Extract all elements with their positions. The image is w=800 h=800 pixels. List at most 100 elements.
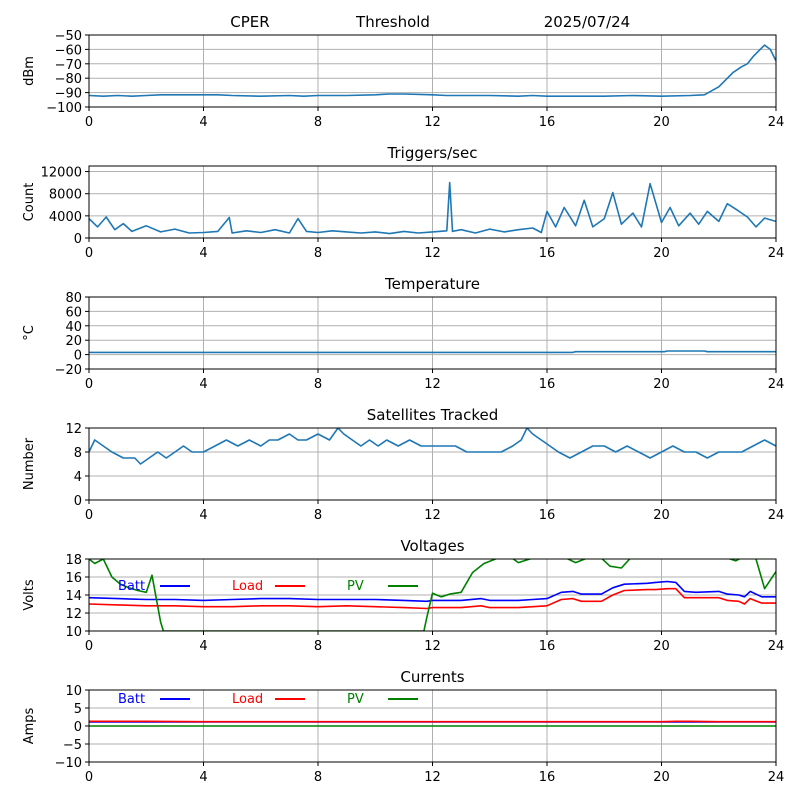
chart-panel-5: 0 4 8 12 16 20 24 −10 −5 0 5 10 Currents Amps Batt Load… — [22, 668, 784, 785]
y-tick-label: 10 — [65, 625, 82, 640]
y-tick-label: 10 — [65, 684, 82, 699]
y-tick-label: 20 — [65, 334, 82, 349]
series-line-batt — [89, 580, 776, 603]
y-tick-label: 16 — [65, 571, 82, 586]
x-tick-label: 16 — [539, 770, 556, 785]
y-tick-label: −70 — [55, 58, 82, 73]
x-tick-label: 4 — [199, 508, 207, 523]
x-tick-label: 24 — [768, 508, 785, 523]
chart-title: Triggers/sec — [387, 144, 478, 162]
y-axis-label: °C — [22, 325, 37, 341]
y-tick-label: −80 — [55, 72, 82, 87]
x-tick-label: 12 — [424, 639, 441, 654]
header-site: CPER — [230, 13, 269, 31]
y-tick-label: −100 — [46, 101, 82, 116]
x-tick-label: 24 — [768, 770, 785, 785]
header-date: 2025/07/24 — [544, 13, 630, 31]
y-tick-label: 18 — [65, 553, 82, 568]
x-tick-label: 16 — [539, 246, 556, 261]
legend-label-load: Load — [232, 579, 263, 594]
y-tick-label: 14 — [65, 589, 82, 604]
x-tick-label: 0 — [85, 377, 93, 392]
y-axis-label: dBm — [22, 56, 37, 86]
chart-panel-0: 0 4 8 12 16 20 24 −100−90−80−70−60−50 dBm — [22, 29, 784, 130]
x-tick-label: 12 — [424, 377, 441, 392]
x-tick-label: 4 — [199, 377, 207, 392]
chart-panel-4: 0 4 8 12 16 20 24 10 12 14 16 18 Voltages Volts Batt Lo… — [22, 537, 784, 654]
y-tick-label: 12 — [65, 422, 82, 437]
x-tick-label: 12 — [424, 115, 441, 130]
x-tick-label: 0 — [85, 770, 93, 785]
x-tick-label: 0 — [85, 115, 93, 130]
y-tick-label: 0 — [74, 494, 82, 509]
legend-label-batt: Batt — [118, 692, 145, 707]
y-tick-label: 12 — [65, 607, 82, 622]
x-tick-label: 8 — [314, 246, 322, 261]
y-tick-label: 5 — [74, 702, 82, 717]
series-line-0 — [89, 350, 776, 354]
y-tick-label: −10 — [55, 756, 82, 771]
x-tick-label: 8 — [314, 115, 322, 130]
x-tick-label: 4 — [199, 639, 207, 654]
y-tick-label: 0 — [74, 720, 82, 735]
x-tick-label: 24 — [768, 377, 785, 392]
y-tick-label: −50 — [55, 29, 82, 44]
legend-label-load: Load — [232, 692, 263, 707]
x-tick-label: 0 — [85, 639, 93, 654]
y-axis-label: Number — [22, 437, 37, 490]
x-tick-label: 12 — [424, 508, 441, 523]
x-tick-label: 20 — [653, 115, 670, 130]
x-tick-label: 8 — [314, 508, 322, 523]
chart-title: Currents — [400, 668, 464, 686]
series-line-0 — [89, 428, 776, 465]
x-tick-label: 8 — [314, 770, 322, 785]
x-tick-label: 16 — [539, 115, 556, 130]
x-tick-label: 24 — [768, 115, 785, 130]
chart-panel-1: 0 4 8 12 16 20 24 0 4000 8000 12000 Triggers/sec Cou… — [22, 144, 784, 261]
legend-label-batt: Batt — [118, 579, 145, 594]
y-tick-label: 12000 — [41, 166, 82, 181]
x-tick-label: 20 — [653, 246, 670, 261]
chart-title: Voltages — [400, 537, 464, 555]
series-line-0 — [89, 44, 776, 97]
x-tick-label: 20 — [653, 770, 670, 785]
y-tick-label: 40 — [65, 320, 82, 335]
y-axis-label: Amps — [22, 707, 37, 744]
y-tick-label: 8000 — [49, 188, 82, 203]
chart-panel-3: 0 4 8 12 16 20 24 0 4 8 12 Satellites Tracked Number — [22, 406, 784, 523]
x-tick-label: 0 — [85, 246, 93, 261]
x-tick-label: 8 — [314, 377, 322, 392]
y-tick-label: −5 — [63, 738, 82, 753]
x-tick-label: 16 — [539, 639, 556, 654]
x-tick-label: 20 — [653, 377, 670, 392]
y-tick-label: 8 — [74, 446, 82, 461]
x-tick-label: 4 — [199, 246, 207, 261]
x-tick-label: 0 — [85, 508, 93, 523]
series-line-0 — [89, 181, 776, 235]
x-tick-label: 20 — [653, 508, 670, 523]
x-tick-label: 24 — [768, 246, 785, 261]
chart-title: Satellites Tracked — [367, 406, 498, 424]
x-tick-label: 16 — [539, 377, 556, 392]
y-tick-label: −90 — [55, 87, 82, 102]
y-tick-label: −60 — [55, 43, 82, 58]
x-tick-label: 16 — [539, 508, 556, 523]
y-tick-label: 0 — [74, 349, 82, 364]
x-tick-label: 24 — [768, 639, 785, 654]
series-line-pv — [89, 559, 776, 631]
y-axis-label: Count — [22, 183, 37, 222]
x-tick-label: 4 — [199, 115, 207, 130]
y-tick-label: 4 — [74, 470, 82, 485]
x-tick-label: 12 — [424, 770, 441, 785]
chart-title: Temperature — [384, 275, 480, 293]
x-tick-label: 8 — [314, 639, 322, 654]
legend-label-pv: PV — [347, 579, 364, 594]
x-tick-label: 12 — [424, 246, 441, 261]
y-tick-label: −20 — [55, 363, 82, 378]
legend-label-pv: PV — [347, 692, 364, 707]
series-line-load — [89, 587, 776, 610]
